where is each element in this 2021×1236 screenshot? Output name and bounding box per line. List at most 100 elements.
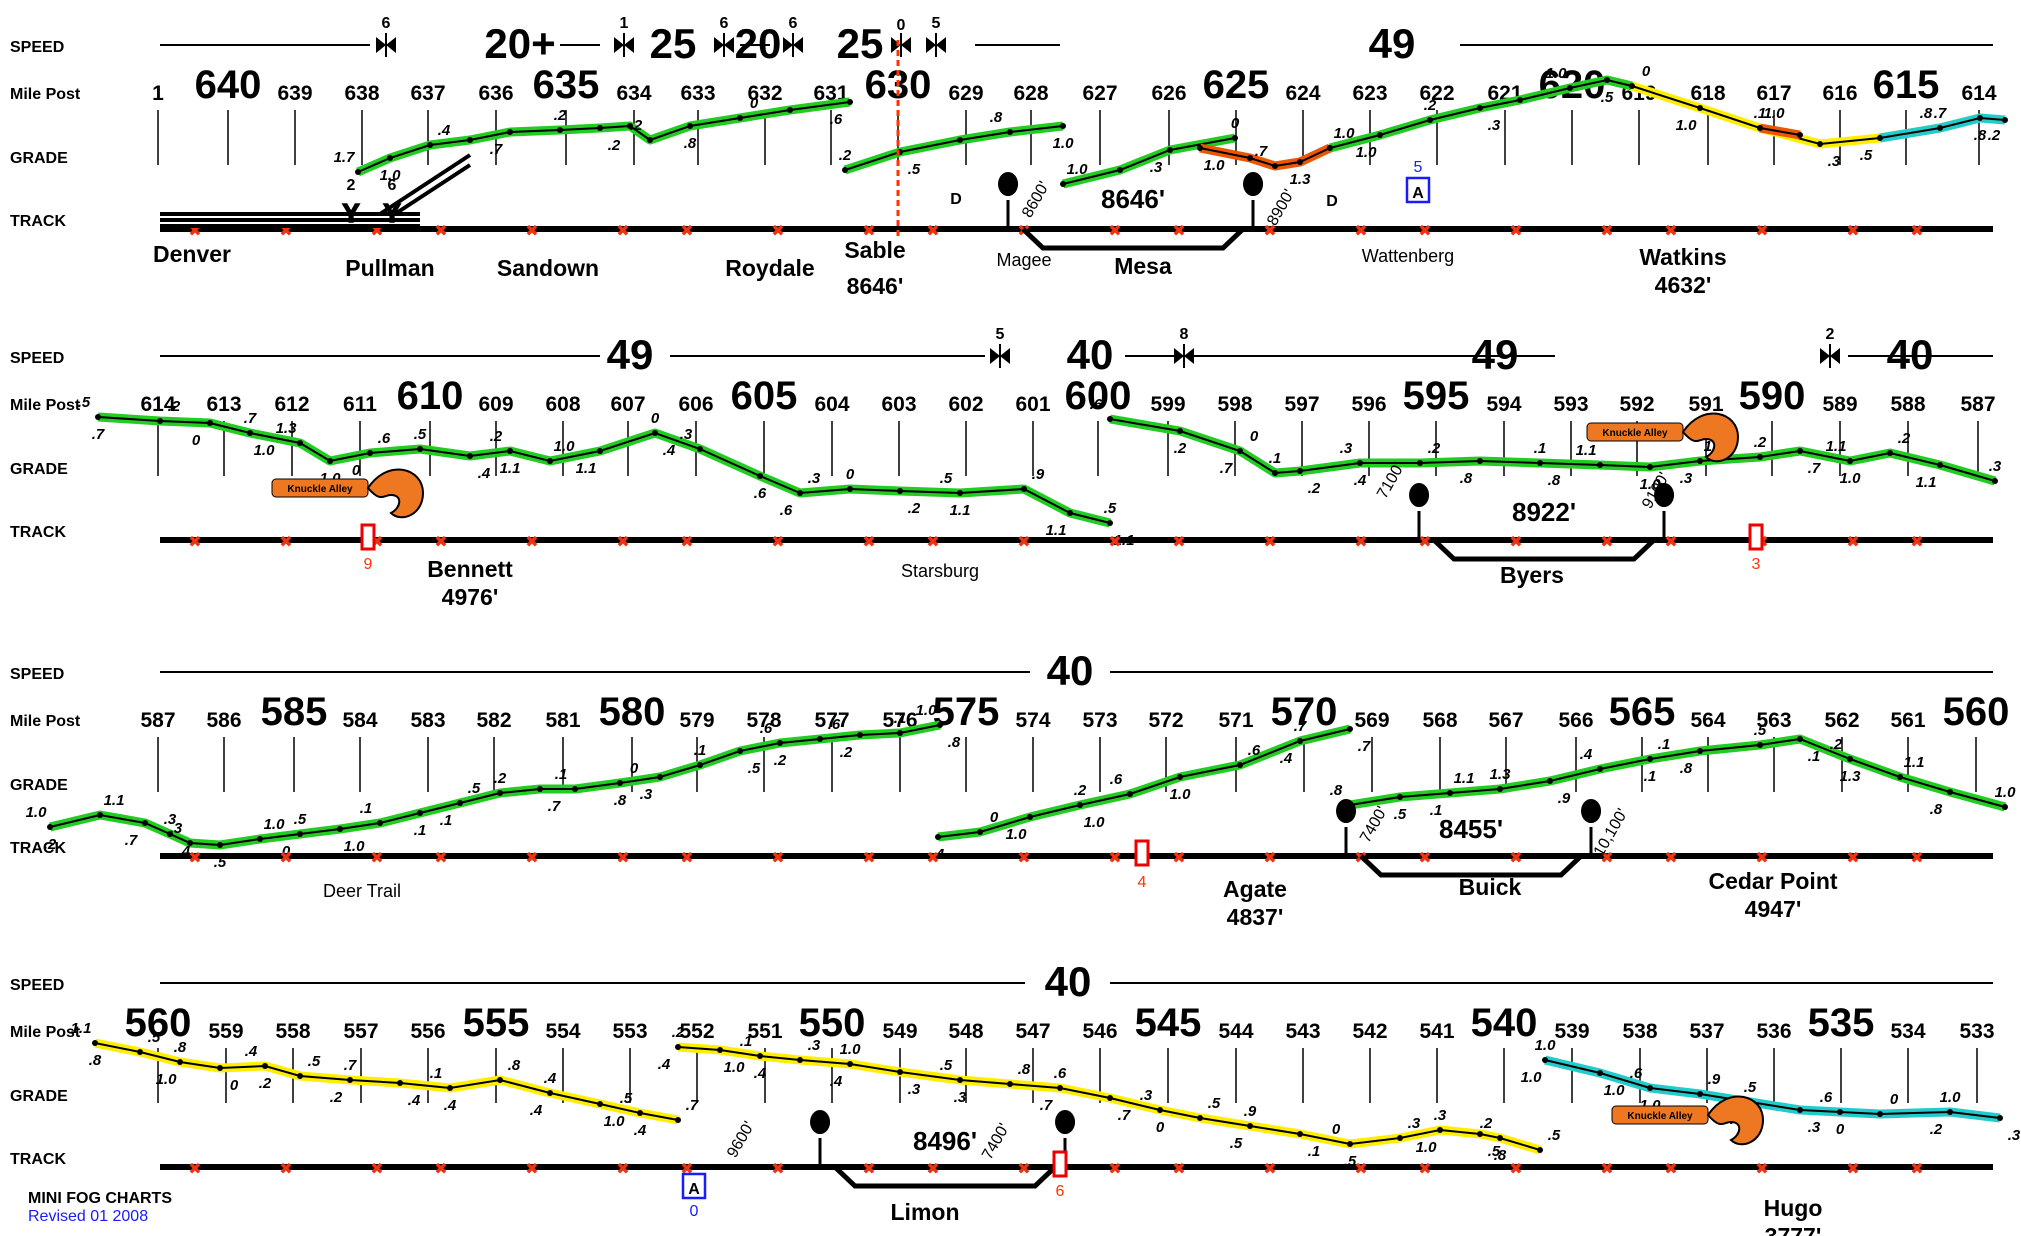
grade-point <box>337 826 343 832</box>
knuckle-alley-coupler <box>1706 1095 1765 1146</box>
signal-x-icon: ✖ <box>862 1161 875 1178</box>
grade-point <box>1847 756 1853 762</box>
grade-value: .3 <box>1434 1107 1447 1124</box>
milepost-number: 590 <box>1739 374 1806 418</box>
grade-value: .7 <box>244 410 257 427</box>
grade-value: .1 <box>694 742 707 759</box>
grade-value: .2 <box>554 107 567 124</box>
grade-point <box>1377 132 1383 138</box>
grade-point <box>1197 145 1203 151</box>
knuckle-alley-label: Knuckle Alley <box>287 484 353 495</box>
grade-value: .5 <box>78 394 91 411</box>
grade-point <box>687 123 693 129</box>
grade-value: .2 <box>1754 434 1767 451</box>
grade-point <box>207 420 213 426</box>
milepost-number: 594 <box>1486 393 1521 416</box>
grade-point <box>547 458 553 464</box>
grade-point <box>1897 774 1903 780</box>
grade-value: .5 <box>1601 89 1614 106</box>
grade-value: .2 <box>840 744 853 761</box>
signal-x-icon: ✖ <box>1017 850 1030 867</box>
grade-value: .7 <box>344 1057 357 1074</box>
signal-x-icon: ✖ <box>926 1161 939 1178</box>
grade-value: .9 <box>1032 466 1045 483</box>
grade-point <box>1107 416 1113 422</box>
siding-length-angled: 7400' <box>979 1121 1013 1163</box>
siding-signal-icon <box>810 1110 831 1134</box>
grade-value: .7 <box>92 426 105 443</box>
signal-x-icon: ✖ <box>616 1161 629 1178</box>
milepost-number: 563 <box>1756 709 1791 732</box>
grade-value: .5 <box>620 1090 633 1107</box>
grade-value: .2 <box>774 752 787 769</box>
grade-point <box>1887 450 1893 456</box>
signal-x-icon: ✖ <box>1354 223 1367 240</box>
grade-point <box>1297 738 1303 744</box>
grade-value: .4 <box>754 1065 767 1082</box>
station-name: Sable <box>844 237 905 263</box>
grade-value: .3 <box>808 1037 821 1054</box>
milepost-number: 557 <box>343 1020 378 1043</box>
siding-track <box>1021 227 1245 251</box>
grade-point <box>627 123 633 129</box>
signal-x-icon: ✖ <box>1600 1161 1613 1178</box>
hotbox-detector-icon <box>1405 176 1431 204</box>
siding-length-angled: 8600' <box>1019 179 1053 221</box>
grade-point <box>1567 85 1573 91</box>
milepost-number: 613 <box>206 393 241 416</box>
grade-value: 1.1 <box>1916 474 1937 491</box>
grade-value: .5 <box>908 161 921 178</box>
station-name: Agate <box>1223 876 1287 902</box>
signal-x-icon: ✖ <box>1664 1161 1677 1178</box>
siding-signal-icon <box>1409 483 1430 507</box>
milepost-number: 571 <box>1218 709 1253 732</box>
speed-value: 25 <box>650 20 697 67</box>
grade-point <box>1027 814 1033 820</box>
footer-title: MINI FOG CHARTS <box>28 1190 172 1207</box>
grade-value: .7 <box>1255 143 1268 160</box>
track-label: TRACK <box>10 524 66 541</box>
grade-value: .3 <box>1140 1087 1153 1104</box>
grade-profile-line <box>1329 78 1633 149</box>
signal-number: 6 <box>1056 1183 1065 1200</box>
grade-profile-line <box>49 724 941 847</box>
grade-point <box>1597 766 1603 772</box>
grade-value: .6 <box>830 111 843 128</box>
grade-point <box>847 486 853 492</box>
grade-point <box>1647 464 1653 470</box>
grade-point <box>1542 1057 1548 1063</box>
grade-value: .2 <box>839 147 852 164</box>
grade-value: 1.1 <box>950 502 971 519</box>
siding-signal-icon <box>1581 799 1602 823</box>
grade-profile-line <box>94 1042 679 1121</box>
grade-value: .2 <box>1480 1115 1493 1132</box>
grade-point <box>1077 802 1083 808</box>
milepost-number: 559 <box>208 1020 243 1043</box>
grade-point <box>387 155 393 161</box>
grade-value: .1 <box>894 710 907 727</box>
grade-value: .5 <box>940 470 953 487</box>
grade-value: .1 <box>555 766 568 783</box>
grade-value: .5 <box>148 1029 161 1046</box>
knuckle-alley-label: Knuckle Alley <box>1627 1111 1693 1122</box>
grade-point <box>1060 181 1066 187</box>
grade-point <box>647 137 653 143</box>
signal-x-icon: ✖ <box>1509 223 1522 240</box>
milepost-number: 597 <box>1284 393 1319 416</box>
grade-point <box>757 1053 763 1059</box>
siding-length: 8922' <box>1512 497 1576 527</box>
grade-value: 1.0 <box>840 1041 862 1058</box>
grade-point <box>1067 510 1073 516</box>
grade-point <box>417 446 423 452</box>
grade-point <box>95 414 101 420</box>
grade-value: 1.0 <box>1764 105 1786 122</box>
derail-d-icon: D <box>1326 193 1338 210</box>
grade-point <box>137 1049 143 1055</box>
grade-point <box>597 448 603 454</box>
milepost-number: 582 <box>476 709 511 732</box>
grade-point <box>367 450 373 456</box>
grade-value: .4 <box>1580 746 1593 763</box>
milepost-number: 622 <box>1419 82 1454 105</box>
grade-value: .6 <box>1630 1065 1643 1082</box>
